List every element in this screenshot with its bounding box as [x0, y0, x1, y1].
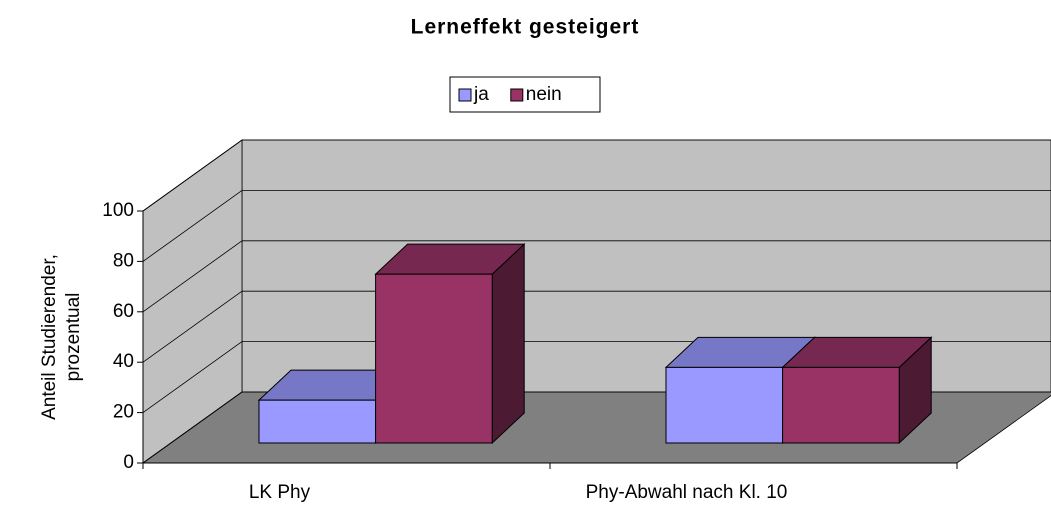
chart-title: Lerneffekt gesteigert [411, 16, 640, 39]
x-tick-label: LK Phy [249, 482, 311, 503]
y-tick-label: 60 [113, 301, 134, 322]
bar-side [491, 243, 525, 445]
bar [258, 399, 377, 444]
legend-swatch [458, 88, 472, 102]
bar [375, 273, 493, 444]
legend-label: ja [473, 84, 489, 105]
legend-label: nein [526, 84, 562, 105]
legend-swatch [510, 88, 524, 102]
y-axis-title: Anteil Studierender, prozentual [39, 254, 84, 420]
y-tick-label: 20 [113, 402, 134, 423]
y-axis-title-line: Anteil Studierender, [39, 254, 60, 420]
y-tick-label: 80 [113, 250, 134, 271]
y-tick-label: 40 [113, 351, 134, 372]
grid-line [142, 240, 243, 313]
bar [782, 366, 900, 444]
grid-line [142, 341, 243, 413]
y-tick-label: 100 [102, 200, 134, 221]
legend-box [449, 76, 601, 113]
x-tick-label: Phy-Abwahl nach Kl. 10 [586, 482, 788, 503]
y-axis-title-line: prozentual [63, 293, 84, 382]
bar [665, 366, 784, 444]
y-tick-label: 0 [123, 452, 134, 473]
grid-line [142, 290, 243, 363]
grid-line [142, 391, 243, 464]
grid-line [142, 139, 243, 212]
grid-line [142, 190, 243, 262]
